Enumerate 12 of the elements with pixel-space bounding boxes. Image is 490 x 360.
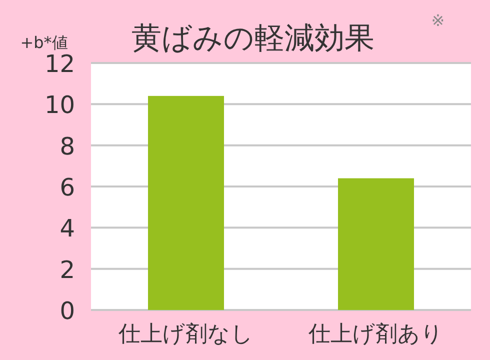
- y-tick-label: 8: [60, 132, 75, 160]
- y-tick-label: 6: [60, 174, 75, 202]
- y-tick-label: 12: [44, 50, 75, 78]
- chart-title: 黄ばみの軽減効果: [132, 21, 374, 56]
- text: ※: [431, 11, 445, 30]
- y-tick-label: 2: [60, 256, 75, 284]
- x-tick-label: 仕上げ剤あり: [308, 322, 444, 347]
- y-axis-title: +b*値: [20, 33, 68, 52]
- y-tick-label: 10: [44, 91, 75, 120]
- y-tick-label: 0: [60, 297, 75, 325]
- y-tick-label: 4: [60, 214, 75, 243]
- x-tick-label: 仕上げ剤なし: [118, 322, 254, 347]
